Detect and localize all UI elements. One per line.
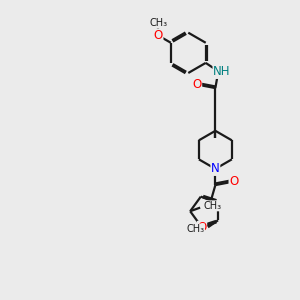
Text: CH₃: CH₃ xyxy=(186,224,205,234)
Text: O: O xyxy=(192,78,202,91)
Text: CH₃: CH₃ xyxy=(204,201,222,211)
Text: CH₃: CH₃ xyxy=(149,18,167,28)
Text: N: N xyxy=(211,162,220,176)
Text: O: O xyxy=(197,221,207,234)
Text: O: O xyxy=(154,29,163,42)
Text: NH: NH xyxy=(213,65,231,78)
Text: O: O xyxy=(229,175,239,188)
